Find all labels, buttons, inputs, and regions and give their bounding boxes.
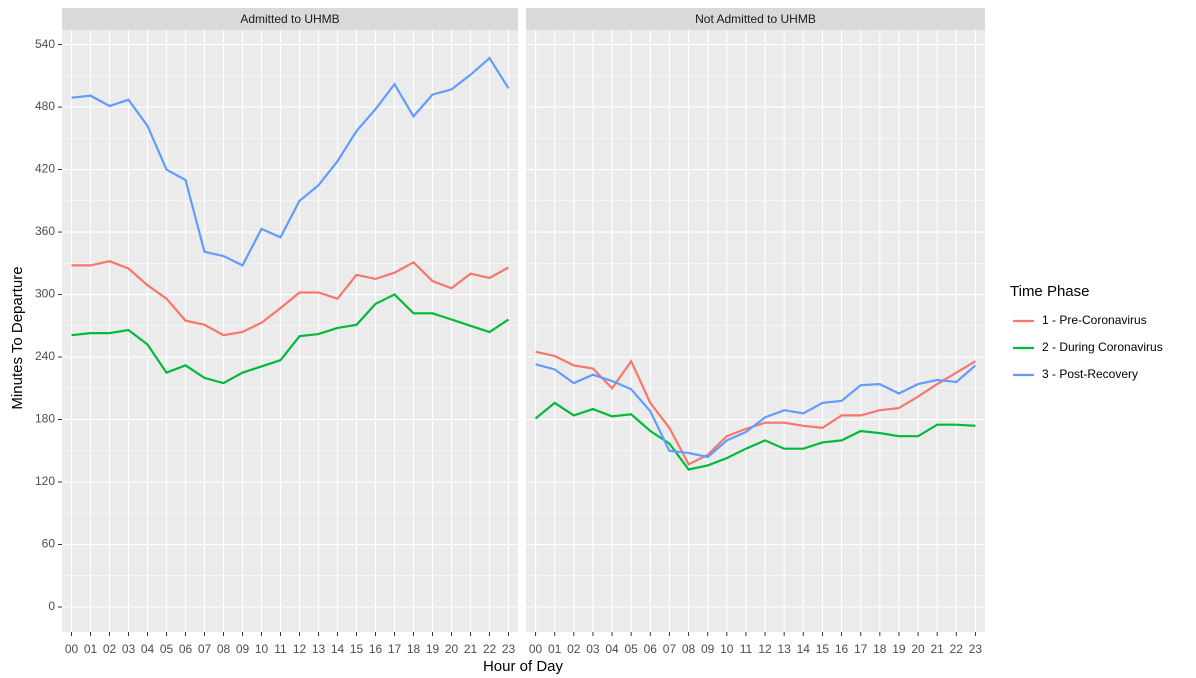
- x-tick-label: 16: [369, 642, 383, 656]
- x-tick-label: 11: [740, 642, 753, 656]
- x-tick-label: 02: [567, 642, 581, 656]
- x-tick-label: 06: [179, 642, 193, 656]
- x-tick-label: 03: [122, 642, 136, 656]
- y-tick-label: 0: [48, 599, 55, 613]
- panel: [526, 30, 985, 632]
- y-tick-label: 360: [35, 224, 55, 238]
- x-tick-label: 13: [312, 642, 326, 656]
- x-tick-label: 20: [911, 642, 925, 656]
- strip-title: Admitted to UHMB: [240, 12, 339, 26]
- x-tick-label: 05: [625, 642, 639, 656]
- x-tick-label: 02: [103, 642, 117, 656]
- x-axis-title: Hour of Day: [483, 658, 564, 675]
- y-tick-label: 60: [42, 537, 56, 551]
- x-tick-label: 00: [529, 642, 543, 656]
- x-tick-label: 21: [464, 642, 478, 656]
- x-tick-label: 05: [160, 642, 174, 656]
- x-tick-label: 17: [388, 642, 402, 656]
- x-tick-label: 20: [445, 642, 459, 656]
- x-tick-label: 03: [586, 642, 600, 656]
- x-tick-label: 21: [931, 642, 945, 656]
- x-tick-label: 19: [892, 642, 906, 656]
- x-tick-label: 01: [548, 642, 562, 656]
- x-tick-label: 17: [854, 642, 868, 656]
- x-tick-label: 22: [483, 642, 497, 656]
- series-line: [71, 56, 510, 267]
- series-line: [71, 260, 510, 337]
- x-tick-label: 09: [701, 642, 715, 656]
- legend-label: 1 - Pre-Coronavirus: [1042, 313, 1147, 327]
- y-tick-label: 180: [35, 412, 55, 426]
- series-line: [71, 293, 510, 385]
- x-tick-label: 14: [331, 642, 345, 656]
- x-tick-label: 15: [816, 642, 830, 656]
- x-tick-label: 06: [644, 642, 658, 656]
- x-tick-label: 13: [778, 642, 792, 656]
- legend-title: Time Phase: [1010, 283, 1089, 300]
- x-tick-label: 00: [65, 642, 79, 656]
- x-tick-label: 09: [236, 642, 250, 656]
- x-tick-label: 08: [682, 642, 696, 656]
- x-tick-label: 12: [293, 642, 307, 656]
- x-tick-label: 01: [84, 642, 98, 656]
- y-tick-label: 240: [35, 349, 55, 363]
- x-tick-label: 07: [198, 642, 212, 656]
- x-tick-label: 04: [141, 642, 155, 656]
- x-tick-label: 14: [797, 642, 811, 656]
- x-tick-label: 12: [758, 642, 772, 656]
- strip: [526, 8, 985, 30]
- strip-title: Not Admitted to UHMB: [695, 12, 816, 26]
- y-tick-label: 420: [35, 162, 55, 176]
- x-tick-label: 04: [605, 642, 619, 656]
- y-tick-label: 300: [35, 287, 55, 301]
- series-line: [534, 401, 976, 471]
- x-tick-label: 18: [407, 642, 421, 656]
- y-tick-label: 540: [35, 37, 55, 51]
- x-tick-label: 15: [350, 642, 364, 656]
- y-tick-label: 120: [35, 474, 55, 488]
- x-tick-label: 22: [950, 642, 964, 656]
- x-tick-label: 10: [720, 642, 734, 656]
- x-tick-label: 11: [274, 642, 287, 656]
- x-tick-label: 10: [255, 642, 269, 656]
- x-tick-label: 19: [426, 642, 440, 656]
- legend-label: 3 - Post-Recovery: [1042, 367, 1138, 381]
- x-tick-label: 23: [969, 642, 983, 656]
- y-axis-title: Minutes To Departure: [9, 266, 26, 409]
- x-tick-label: 08: [217, 642, 231, 656]
- legend-label: 2 - During Coronavirus: [1042, 340, 1163, 354]
- series-line: [535, 363, 977, 459]
- x-tick-label: 18: [873, 642, 887, 656]
- x-tick-label: 16: [835, 642, 849, 656]
- x-tick-label: 23: [502, 642, 516, 656]
- strip: [62, 8, 518, 30]
- x-tick-label: 07: [663, 642, 677, 656]
- panel: [62, 30, 518, 632]
- y-tick-label: 480: [35, 99, 55, 113]
